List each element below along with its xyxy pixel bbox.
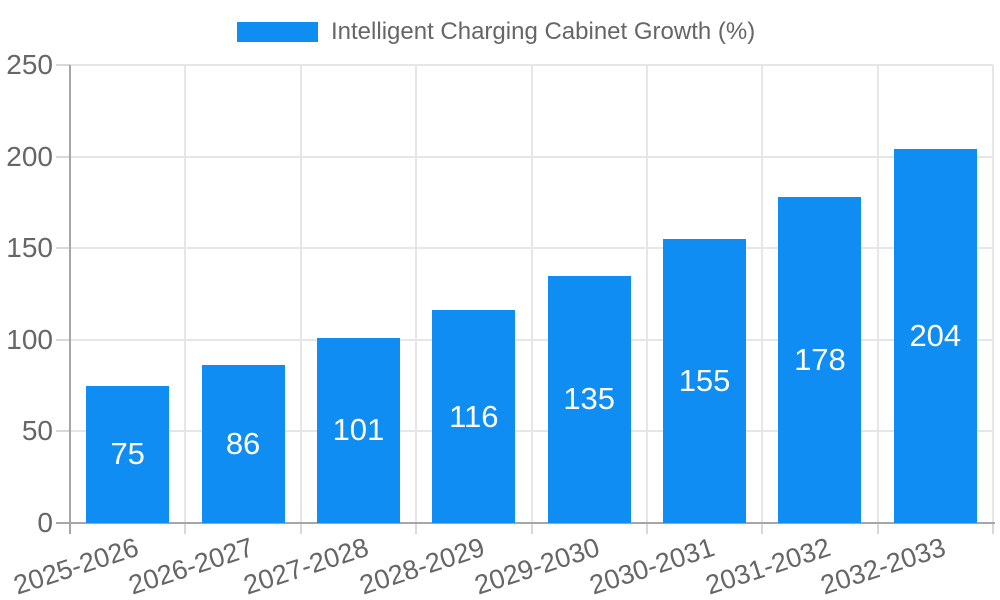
bar[interactable]: 75 bbox=[86, 385, 170, 523]
gridline-v bbox=[184, 65, 187, 523]
y-tick-label: 200 bbox=[6, 140, 53, 172]
x-tick-label: 2032-2033 bbox=[817, 532, 950, 600]
legend-swatch bbox=[237, 21, 318, 42]
gridline-v bbox=[530, 65, 533, 523]
x-axis-tick bbox=[645, 523, 648, 534]
x-tick-label: 2027-2028 bbox=[240, 532, 373, 600]
y-tick-label: 50 bbox=[21, 415, 53, 447]
gridline-v bbox=[876, 65, 879, 523]
x-tick-label: 2026-2027 bbox=[124, 532, 258, 600]
gridline-v bbox=[645, 65, 648, 523]
bar[interactable]: 178 bbox=[778, 196, 862, 523]
bar[interactable]: 101 bbox=[316, 337, 400, 523]
y-axis-tick bbox=[56, 338, 70, 341]
x-tick-label: 2028-2029 bbox=[355, 532, 488, 600]
y-tick-label: 0 bbox=[37, 507, 53, 538]
x-axis-tick bbox=[415, 523, 418, 534]
gridline-v bbox=[992, 65, 994, 523]
x-tick-label: 2025-2026 bbox=[9, 532, 142, 600]
bar-value-label: 155 bbox=[678, 363, 731, 398]
y-axis bbox=[69, 65, 71, 534]
x-axis-tick bbox=[761, 523, 764, 534]
y-tick-label: 150 bbox=[6, 232, 53, 264]
x-axis-tick bbox=[299, 523, 302, 534]
chart-legend[interactable]: Intelligent Charging Cabinet Growth (%) bbox=[237, 19, 755, 44]
bar-value-label: 116 bbox=[449, 398, 499, 434]
y-axis-tick bbox=[56, 430, 70, 433]
y-axis-tick bbox=[56, 247, 70, 250]
bar[interactable]: 116 bbox=[432, 310, 516, 523]
gridline-v bbox=[415, 65, 418, 523]
y-tick-label: 100 bbox=[6, 323, 53, 355]
bar[interactable]: 86 bbox=[201, 365, 285, 523]
bar-value-label: 178 bbox=[794, 341, 846, 377]
gridline-v bbox=[761, 65, 764, 523]
bar[interactable]: 204 bbox=[893, 149, 977, 523]
legend-label: Intelligent Charging Cabinet Growth (%) bbox=[331, 18, 756, 45]
bar[interactable]: 155 bbox=[663, 239, 747, 523]
bar-value-label: 135 bbox=[563, 381, 616, 417]
x-axis-tick bbox=[530, 523, 533, 534]
x-axis-tick bbox=[876, 523, 879, 534]
bar-value-label: 101 bbox=[332, 412, 385, 448]
x-tick-label: 2031-2032 bbox=[701, 532, 834, 600]
bar[interactable]: 135 bbox=[547, 275, 631, 523]
gridline-v bbox=[299, 65, 302, 523]
y-axis-tick bbox=[56, 155, 70, 158]
x-axis bbox=[56, 522, 995, 524]
x-axis-tick bbox=[184, 523, 187, 534]
y-tick-label: 250 bbox=[6, 49, 53, 80]
bar-value-label: 86 bbox=[225, 426, 261, 462]
x-tick-label: 2030-2031 bbox=[586, 532, 719, 600]
y-axis-tick bbox=[56, 64, 70, 66]
bar-value-label: 204 bbox=[909, 318, 962, 354]
bar-value-label: 75 bbox=[110, 436, 145, 472]
x-tick-label: 2029-2030 bbox=[471, 532, 604, 600]
x-axis-tick bbox=[992, 523, 994, 534]
